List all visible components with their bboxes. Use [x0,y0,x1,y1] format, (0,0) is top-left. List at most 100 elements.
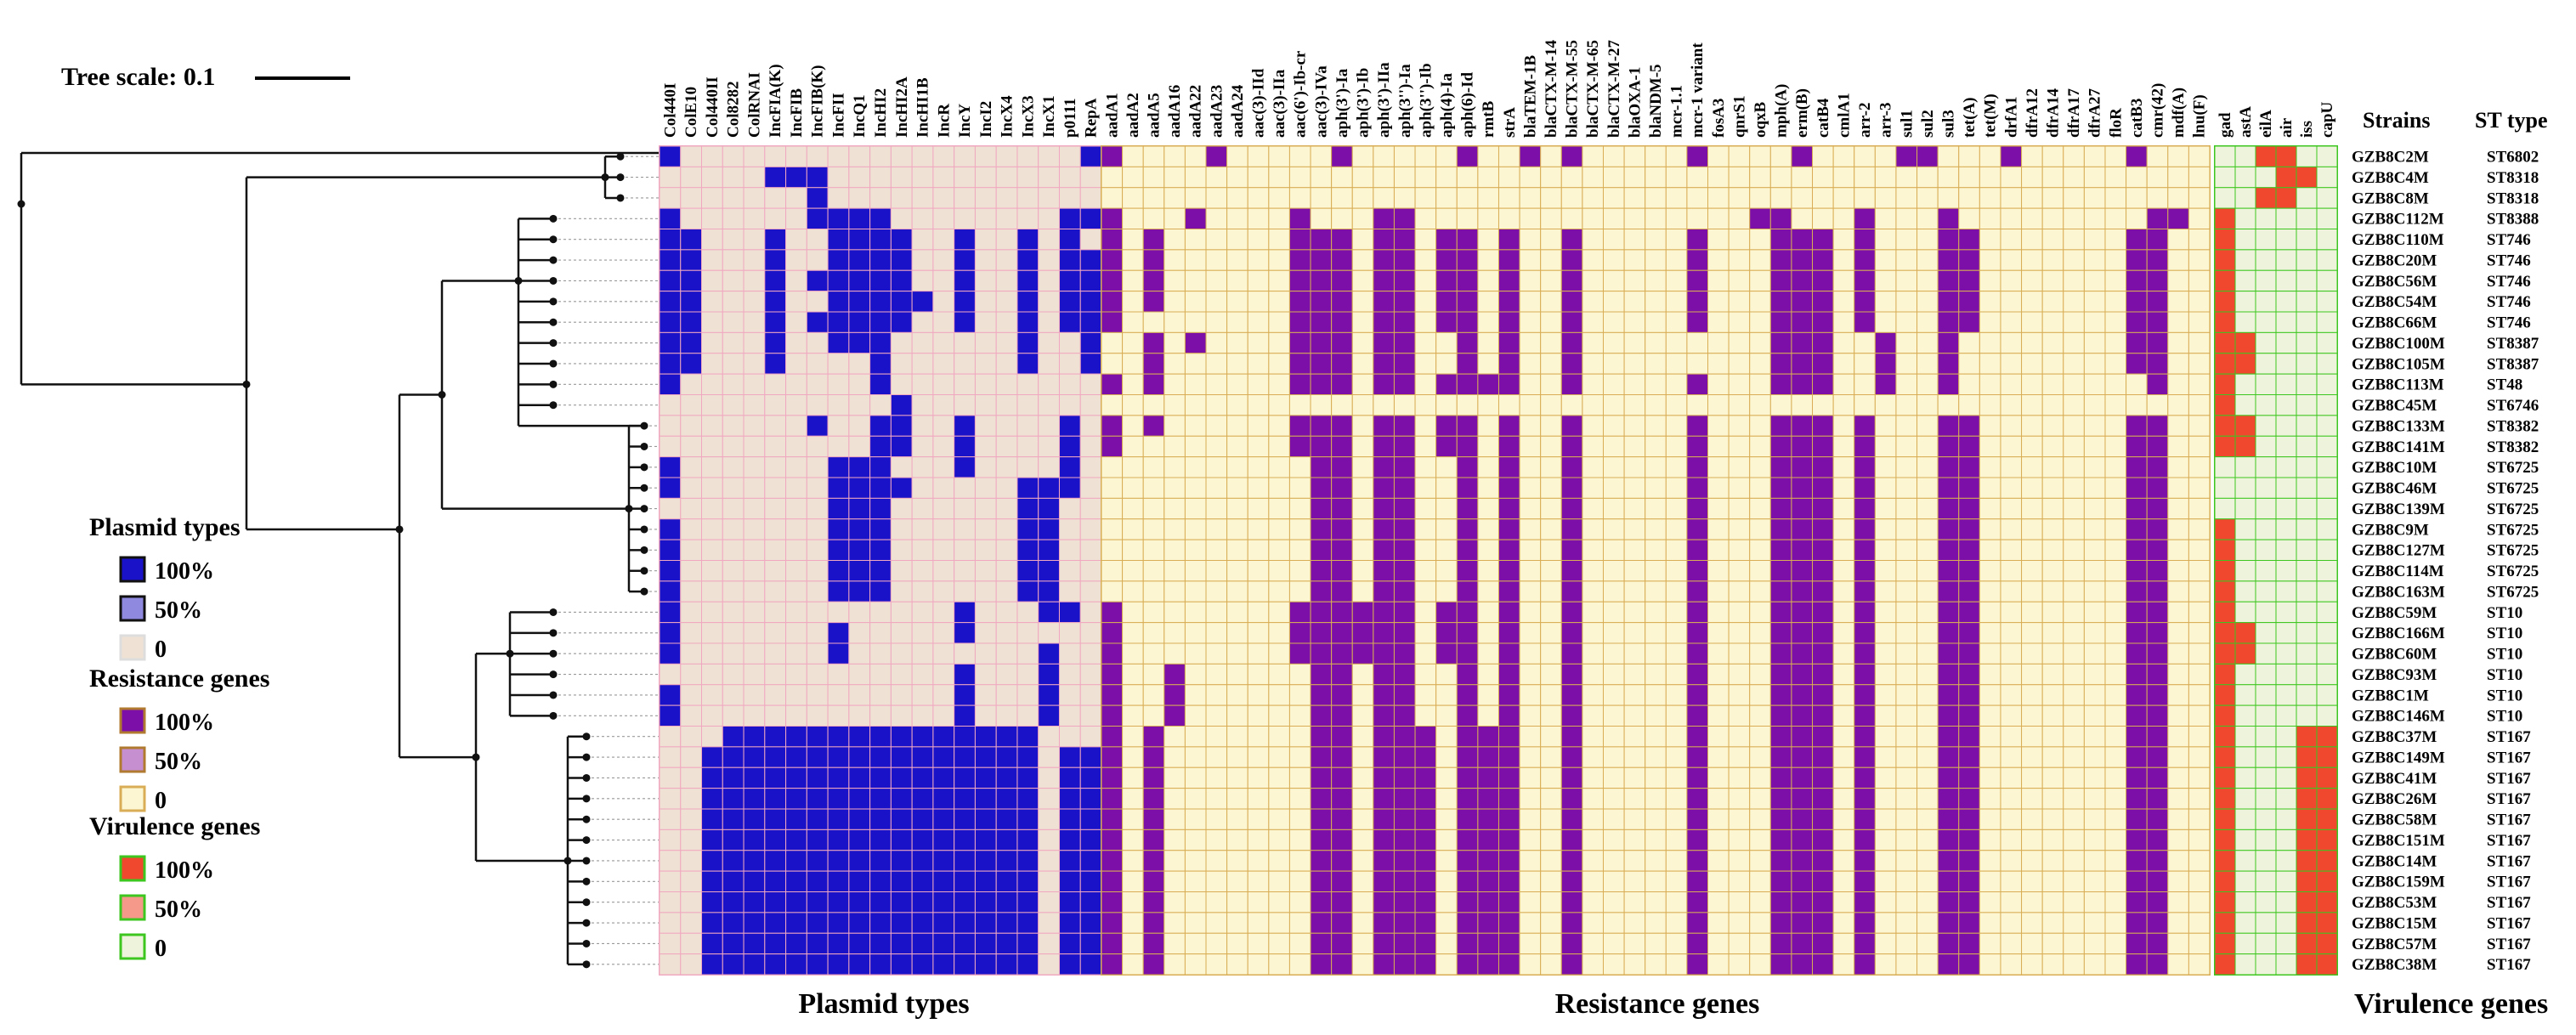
heatmap-cell [1728,456,1751,478]
heatmap-cell [1351,788,1374,810]
heatmap-cell [974,622,997,644]
heatmap-cell [911,808,934,830]
heatmap-cell [1769,229,1792,251]
heatmap-cell [1497,746,1520,768]
heatmap-cell [2041,788,2064,810]
heatmap-cell [848,829,871,851]
heatmap-cell [1937,642,1960,665]
heatmap-cell [2214,808,2236,830]
heatmap-cell [890,850,913,872]
heatmap-cell [659,808,682,830]
heatmap-cell [1665,373,1688,396]
heatmap-cell [1477,766,1499,789]
heatmap-cell [2000,311,2023,333]
heatmap-cell [1769,145,1792,167]
heatmap-cell [2000,187,2023,209]
heatmap-cell [1310,684,1333,706]
heatmap-cell [659,601,682,624]
heatmap-cell [1540,187,1562,209]
heatmap-cell [1854,435,1876,458]
heatmap-cell [1540,331,1562,354]
heatmap-cell [1665,580,1688,602]
heatmap-cell [1142,311,1165,333]
heatmap-cell [2000,912,2023,934]
heatmap-cell [2021,394,2043,416]
column-label: dfrA27 [2086,88,2104,138]
heatmap-cell [1645,394,1667,416]
heatmap-cell [1812,166,1834,189]
heatmap-cell [1351,829,1374,851]
heatmap-cell [722,932,744,955]
heatmap-cell [2296,746,2318,768]
heatmap-cell [1916,953,1939,976]
heatmap-cell [827,394,850,416]
heatmap-cell [1958,145,1980,167]
strain-label: GZB8C26M [2352,790,2437,808]
heatmap-cell [1874,415,1897,437]
heatmap-cell [890,808,913,830]
heatmap-cell [1456,766,1479,789]
heatmap-cell [2104,622,2127,644]
column-label: arr-2 [1856,103,1874,139]
heatmap-cell [1288,269,1311,292]
heatmap-cell [1351,953,1374,976]
heatmap-cell [1582,518,1604,540]
heatmap-cell [1226,684,1248,706]
heatmap-cell [1560,808,1583,830]
heatmap-cell [848,788,871,810]
heatmap-cell [785,808,807,830]
strain-label: GZB8C54M [2352,293,2437,311]
heatmap-cell [1038,601,1060,624]
heatmap-cell [1163,456,1186,478]
heatmap-cell [1101,353,1124,375]
heatmap-cell [1205,891,1228,913]
heatmap-cell [2126,187,2148,209]
heatmap-cell [1497,601,1520,624]
heatmap-cell [869,353,892,375]
heatmap-cell [1854,331,1876,354]
heatmap-cell [2214,766,2236,789]
heatmap-cell [1854,394,1876,416]
heatmap-cell [1791,726,1814,748]
column-label: aph(3'')-Ib [1417,63,1435,138]
heatmap-cell [2316,187,2338,209]
heatmap-cell [2188,808,2211,830]
heatmap-cell [932,373,955,396]
heatmap-cell [680,373,703,396]
heatmap-cell [1645,601,1667,624]
heatmap-cell [2041,166,2064,189]
heatmap-cell [1728,373,1751,396]
heatmap-cell [2041,704,2064,727]
heatmap-cell [743,415,766,437]
heatmap-cell [1707,560,1730,582]
heatmap-cell [1582,269,1604,292]
heatmap-cell [1769,808,1792,830]
heatmap-cell [2126,953,2148,976]
heatmap-cell [1268,870,1290,893]
heatmap-cell [1832,435,1855,458]
heatmap-cell [1288,788,1311,810]
heatmap-cell [659,953,682,976]
heatmap-cell [2188,166,2211,189]
heatmap-cell [954,829,976,851]
heatmap-cell [1016,953,1039,976]
heatmap-cell [1288,601,1311,624]
strain-label: GZB8C10M [2352,459,2437,477]
heatmap-cell [890,145,913,167]
heatmap-cell [827,829,850,851]
heatmap-cell [659,684,682,706]
heatmap-cell [1435,746,1458,768]
heatmap-cell [2063,353,2085,375]
heatmap-cell [1686,229,1709,251]
heatmap-cell [659,518,682,540]
heatmap-cell [827,291,850,313]
heatmap-cell [1331,850,1353,872]
heatmap-cell [2083,435,2106,458]
heatmap-cell [1707,269,1730,292]
heatmap-cell [1184,435,1207,458]
heatmap-cell [848,663,871,686]
heatmap-cell [2255,622,2277,644]
heatmap-cell [1038,850,1060,872]
heatmap-cell [1058,415,1081,437]
heatmap-cell [890,166,913,189]
